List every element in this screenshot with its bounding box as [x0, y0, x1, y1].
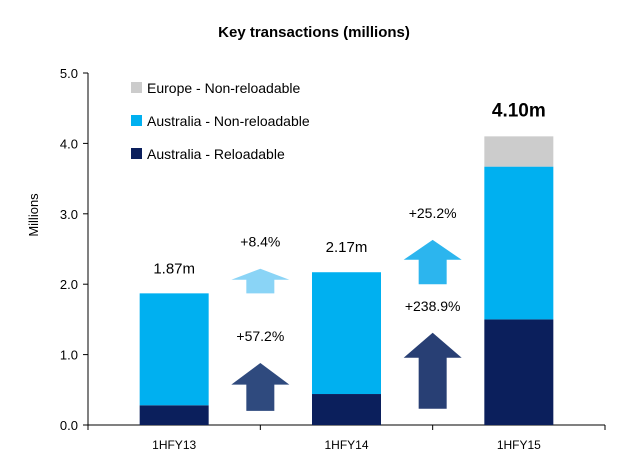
bar-australia-non-reloadable [484, 166, 554, 320]
growth-label: +238.9% [405, 298, 461, 314]
bar-europe-non-reloadable [484, 136, 554, 167]
growth-label: +57.2% [236, 328, 284, 344]
y-tick-label: 0.0 [60, 418, 78, 433]
growth-arrow-icon [403, 239, 462, 285]
y-tick-label: 2.0 [60, 277, 78, 292]
total-label: 2.17m [326, 239, 368, 256]
legend-swatch [131, 82, 142, 93]
y-tick-label: 4.0 [60, 136, 78, 151]
y-tick-label: 5.0 [60, 66, 78, 81]
bar-australia-reloadable [484, 319, 554, 425]
chart-title: Key transactions (millions) [218, 24, 410, 41]
growth-arrow-icon [403, 332, 462, 409]
y-tick-label: 3.0 [60, 207, 78, 222]
x-tick-label: 1HFY15 [497, 438, 541, 452]
x-tick-label: 1HFY14 [324, 438, 368, 452]
growth-label: +25.2% [409, 205, 457, 221]
y-tick-label: 1.0 [60, 348, 78, 363]
bar-australia-non-reloadable [312, 272, 381, 395]
total-label: 4.10m [492, 100, 546, 121]
y-axis-label: Millions [26, 193, 41, 237]
growth-label: +8.4% [240, 234, 280, 250]
growth-arrow-icon [231, 268, 290, 294]
legend-swatch [131, 115, 142, 126]
growth-arrow-icon [231, 363, 290, 411]
bar-australia-reloadable [312, 394, 381, 425]
bar-australia-reloadable [139, 405, 209, 425]
legend-label: Australia - Reloadable [147, 146, 285, 162]
legend-swatch [131, 148, 142, 159]
legend-label: Australia - Non-reloadable [147, 113, 310, 129]
legend-label: Europe - Non-reloadable [147, 80, 301, 96]
bar-australia-non-reloadable [139, 293, 209, 406]
x-tick-label: 1HFY13 [152, 438, 196, 452]
total-label: 1.87m [153, 260, 195, 277]
